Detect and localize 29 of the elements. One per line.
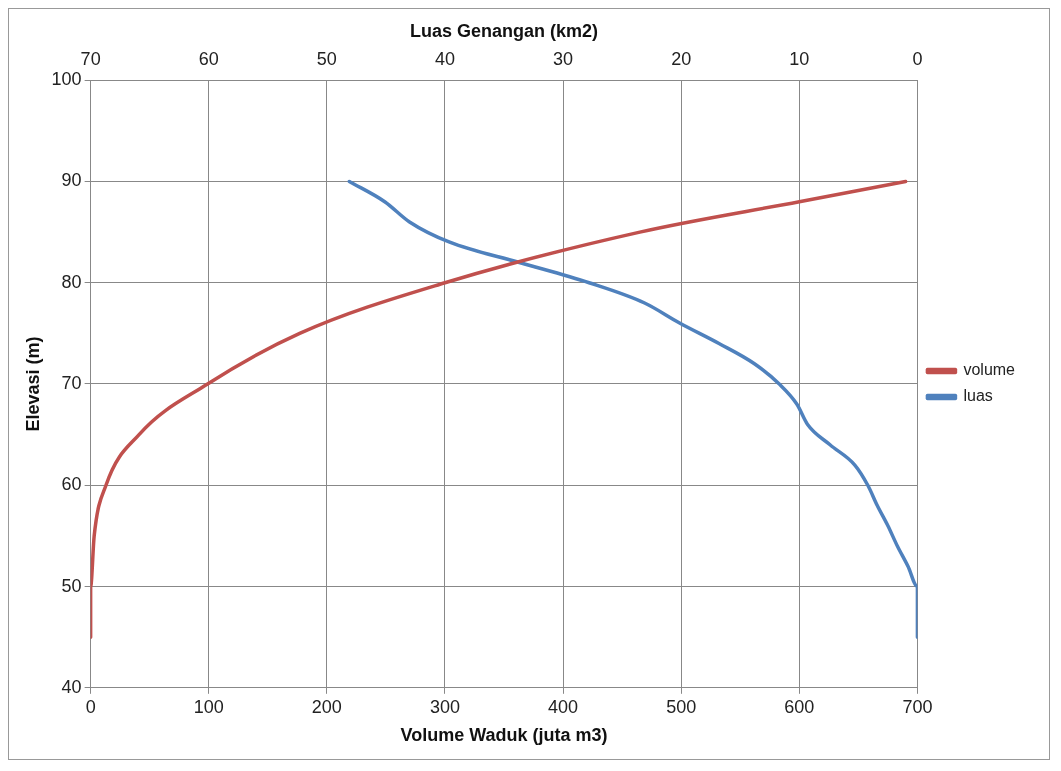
y-tick-label: 80 bbox=[61, 271, 82, 292]
y-tick-label: 60 bbox=[61, 474, 82, 495]
x-tick-label: 600 bbox=[784, 696, 815, 717]
y-axis-title: Elevasi (m) bbox=[22, 336, 43, 432]
y-tick-label: 70 bbox=[61, 372, 82, 393]
x-tick-label: 100 bbox=[193, 696, 224, 717]
x2-tick-label: 40 bbox=[434, 49, 455, 70]
y-tick-label: 100 bbox=[51, 69, 82, 90]
x-tick-label: 0 bbox=[85, 696, 96, 717]
x2-tick-label: 50 bbox=[316, 49, 337, 70]
y-tick-label: 50 bbox=[61, 575, 82, 596]
y-tick-label: 40 bbox=[61, 676, 82, 697]
x-tick-label: 700 bbox=[902, 696, 933, 717]
x2-tick-label: 10 bbox=[789, 49, 810, 70]
line-series bbox=[90, 179, 908, 639]
y-tick-label: 90 bbox=[61, 170, 82, 191]
x2-tick-label: 20 bbox=[671, 49, 692, 70]
x-axis-title: Volume Waduk (juta m3) bbox=[400, 725, 608, 746]
x2-tick-label: 0 bbox=[912, 49, 923, 70]
x2-axis-title: Luas Genangan (km2) bbox=[410, 20, 599, 41]
legend-label: volume bbox=[963, 361, 1016, 379]
legend-label: luas bbox=[963, 387, 993, 405]
x2-tick-label: 70 bbox=[80, 49, 101, 70]
x-tick-label: 200 bbox=[311, 696, 342, 717]
x-tick-label: 400 bbox=[548, 696, 579, 717]
x-tick-label: 300 bbox=[429, 696, 460, 717]
x2-tick-label: 30 bbox=[553, 49, 574, 70]
x-tick-label: 500 bbox=[666, 696, 697, 717]
x2-tick-label: 60 bbox=[198, 49, 219, 70]
